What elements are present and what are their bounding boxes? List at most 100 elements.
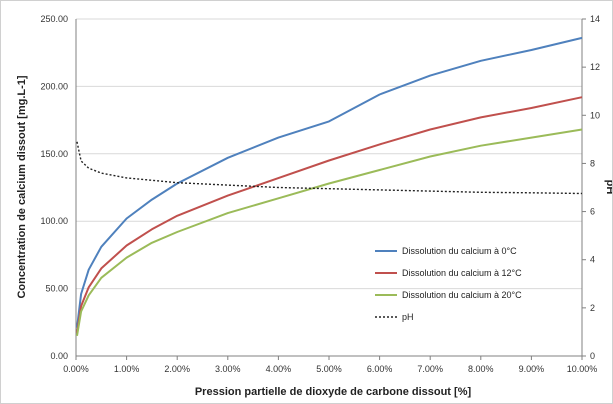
- data-point: [101, 277, 102, 278]
- y2-tick-label: 6: [590, 207, 595, 217]
- x-tick-label: 8.00%: [468, 364, 494, 374]
- data-point: [430, 191, 431, 192]
- y-tick-label: 100.00: [40, 216, 68, 226]
- x-tick-label: 9.00%: [519, 364, 545, 374]
- data-point: [80, 311, 81, 312]
- data-point: [151, 242, 152, 243]
- grid-layer: [76, 18, 582, 357]
- x-axis-title: Pression partielle de dioxyde de carbone…: [195, 386, 472, 398]
- data-point: [531, 49, 532, 50]
- data-point: [126, 177, 127, 178]
- y2-tick-label: 14: [590, 14, 600, 24]
- y2-tick-label: 10: [590, 110, 600, 120]
- y-tick-label: 50.00: [45, 284, 68, 294]
- data-point: [379, 94, 380, 95]
- data-point: [328, 121, 329, 122]
- legend-label-1: Dissolution du calcium à 12°C: [402, 268, 522, 278]
- data-point: [76, 141, 77, 142]
- data-point: [480, 117, 481, 118]
- data-point: [101, 172, 102, 173]
- data-point: [88, 295, 89, 296]
- data-point: [379, 144, 380, 145]
- data-point: [151, 229, 152, 230]
- x-tick-label: 0.00%: [63, 364, 89, 374]
- y2-tick-label: 2: [590, 303, 595, 313]
- data-point: [177, 215, 178, 216]
- x-tick-label: 10.00%: [567, 364, 598, 374]
- data-point: [88, 269, 89, 270]
- data-point: [480, 145, 481, 146]
- x-tick-label: 1.00%: [114, 364, 140, 374]
- data-point: [581, 37, 582, 38]
- x-tick-label: 5.00%: [316, 364, 342, 374]
- legend-label-0: Dissolution du calcium à 0°C: [402, 246, 517, 256]
- data-point: [581, 97, 582, 98]
- series-line-0: [76, 36, 583, 328]
- data-point: [430, 75, 431, 76]
- data-point: [101, 246, 102, 247]
- y2-axis-title: pH: [604, 180, 612, 195]
- data-point: [480, 60, 481, 61]
- data-point: [80, 306, 81, 307]
- data-point: [101, 268, 102, 269]
- data-point: [278, 187, 279, 188]
- x-tick-label: 4.00%: [266, 364, 292, 374]
- data-point: [151, 180, 152, 181]
- data-point: [531, 137, 532, 138]
- data-point: [88, 287, 89, 288]
- data-point: [227, 195, 228, 196]
- data-point: [278, 177, 279, 178]
- data-point: [581, 129, 582, 130]
- series-line-1: [76, 96, 583, 334]
- data-point: [227, 213, 228, 214]
- ticks-layer: 0.00 50.00 100.00 150.00 200.00 250.00 0 2 4 6 8 10…: [40, 14, 600, 374]
- data-point: [278, 137, 279, 138]
- data-point: [76, 335, 77, 336]
- data-point: [177, 231, 178, 232]
- series-layer: [76, 36, 583, 336]
- data-point: [88, 168, 89, 169]
- data-point: [531, 192, 532, 193]
- data-point: [80, 293, 81, 294]
- data-point: [430, 129, 431, 130]
- data-point: [126, 218, 127, 219]
- y2-tick-label: 4: [590, 255, 595, 265]
- data-point: [80, 160, 81, 161]
- data-point: [278, 198, 279, 199]
- legend-label-3: pH: [402, 312, 414, 322]
- y2-tick-label: 8: [590, 158, 595, 168]
- y2-tick-label: 12: [590, 62, 600, 72]
- series-line-2: [76, 128, 583, 336]
- data-point: [531, 107, 532, 108]
- series-line-3: [76, 141, 583, 195]
- data-point: [126, 257, 127, 258]
- data-point: [430, 156, 431, 157]
- x-tick-label: 2.00%: [164, 364, 190, 374]
- data-point: [177, 182, 178, 183]
- y-tick-label: 200.00: [40, 81, 68, 91]
- x-tick-label: 3.00%: [215, 364, 241, 374]
- data-point: [379, 189, 380, 190]
- data-point: [480, 192, 481, 193]
- data-point: [328, 160, 329, 161]
- data-point: [379, 169, 380, 170]
- data-point: [328, 188, 329, 189]
- legend: Dissolution du calcium à 0°C Dissolution …: [375, 246, 522, 322]
- y-axis-title: Concentration de calcium dissout [mg.L-1…: [16, 75, 28, 298]
- axes-layer: [75, 18, 586, 360]
- data-point: [227, 157, 228, 158]
- y-tick-label: 250.00: [40, 14, 68, 24]
- data-point: [126, 245, 127, 246]
- x-tick-label: 7.00%: [417, 364, 443, 374]
- y-tick-label: 150.00: [40, 149, 68, 159]
- data-point: [227, 184, 228, 185]
- data-point: [151, 199, 152, 200]
- legend-label-2: Dissolution du calcium à 20°C: [402, 290, 522, 300]
- y-tick-label: 0.00: [50, 351, 68, 361]
- y2-tick-label: 0: [590, 351, 595, 361]
- data-point: [581, 193, 582, 194]
- data-point: [328, 183, 329, 184]
- x-tick-label: 6.00%: [367, 364, 393, 374]
